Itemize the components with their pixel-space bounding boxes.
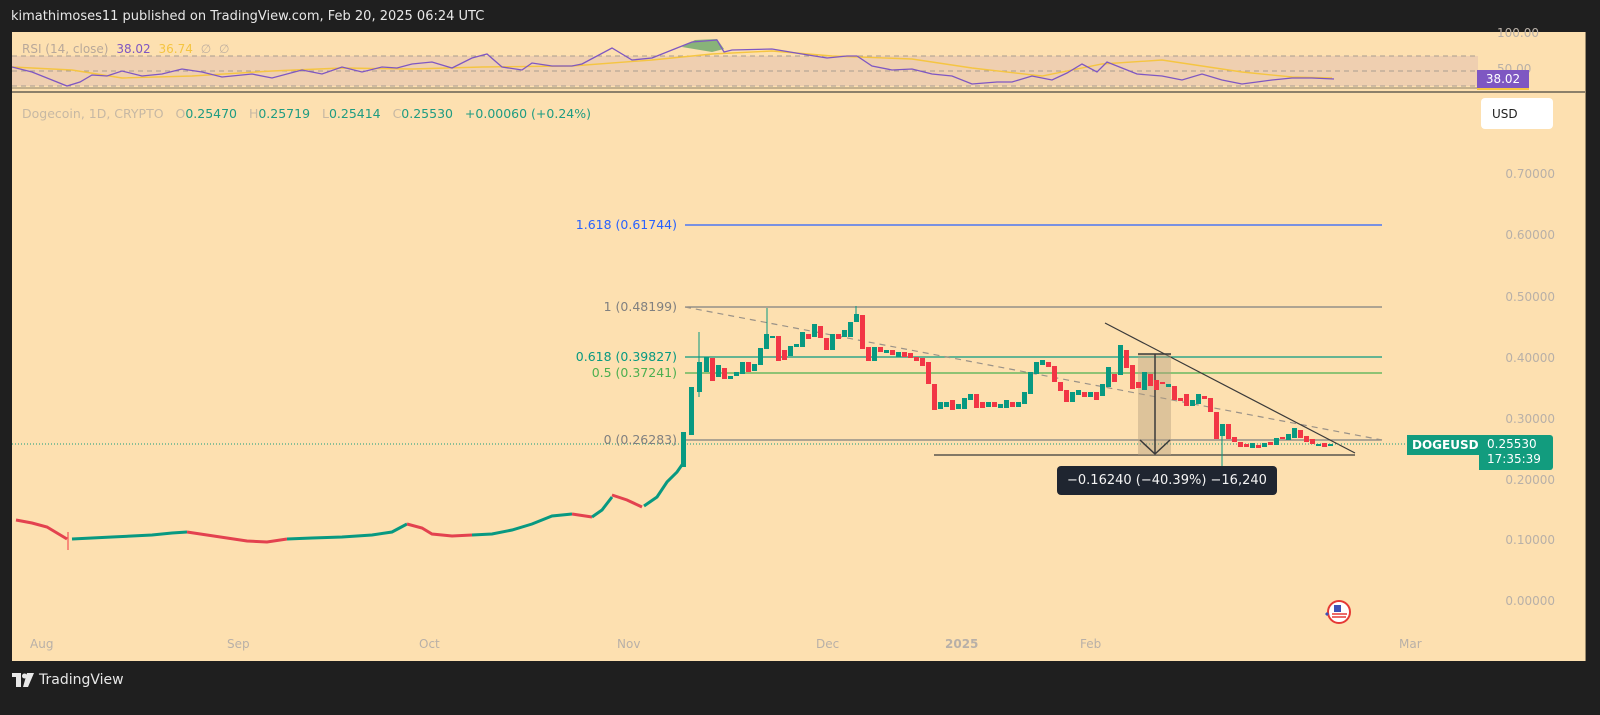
chart-frame[interactable]: RSI (14, close) 38.02 36.74 ∅ ∅ 100.00 5…: [12, 26, 1586, 661]
low-value: 0.25414: [328, 106, 381, 121]
y-tick: 0.00000: [1505, 594, 1555, 608]
y-tick: 0.30000: [1505, 412, 1555, 426]
flag-icon: [1325, 600, 1351, 624]
bar-countdown: 17:35:39: [1487, 452, 1541, 466]
x-tick: Sep: [227, 637, 250, 651]
fib-label-0618: 0.618 (0.39827): [575, 349, 677, 364]
x-tick: Aug: [30, 637, 54, 651]
last-price-box: 0.25530 17:35:39: [1479, 435, 1553, 470]
y-tick: 0.40000: [1505, 351, 1555, 365]
fib-label-05: 0.5 (0.37241): [591, 365, 677, 380]
fib-label-0: 0 (0.26283): [603, 432, 677, 447]
change-value: +0.00060 (+0.24%): [464, 106, 591, 121]
x-tick: 2025: [945, 637, 979, 651]
x-tick: Dec: [816, 637, 840, 651]
x-tick: Mar: [1399, 637, 1422, 651]
symbol-legend: Dogecoin, 1D, CRYPTO O0.25470 H0.25719 L…: [22, 106, 591, 121]
y-tick: 0.60000: [1505, 228, 1555, 242]
currency-button[interactable]: USD: [1481, 98, 1553, 129]
x-tick: Nov: [617, 637, 641, 651]
tradingview-logo[interactable]: TradingView: [12, 672, 124, 688]
rsi-axis-100: 100.00: [1497, 26, 1539, 40]
open-label: O: [175, 106, 186, 121]
low-label: L: [321, 106, 329, 121]
high-label: H: [248, 106, 259, 121]
tradingview-logo-text: TradingView: [39, 672, 124, 688]
fib-label-1: 1 (0.48199): [603, 299, 677, 314]
high-value: 0.25719: [258, 106, 311, 121]
y-tick: 0.20000: [1505, 473, 1555, 487]
rsi-extra-2: ∅: [218, 42, 230, 56]
x-tick: Feb: [1080, 637, 1102, 651]
tradingview-logo-icon: [12, 673, 34, 687]
close-label: C: [392, 106, 402, 121]
close-value: 0.25530: [401, 106, 453, 121]
rsi-value: 38.02: [116, 42, 151, 56]
candles-late: [697, 306, 1333, 477]
y-tick: 0.10000: [1505, 533, 1555, 547]
rsi-extra-1: ∅: [200, 42, 212, 56]
y-tick: 0.70000: [1505, 167, 1555, 181]
rsi-label: RSI (14, close): [22, 42, 109, 56]
rsi-value-badge: 38.02: [1477, 70, 1529, 90]
fib-label-1618: 1.618 (0.61744): [575, 217, 677, 232]
rsi-ma-value: 36.74: [158, 42, 193, 56]
measure-tooltip: −0.16240 (−40.39%) −16,240: [1057, 466, 1277, 495]
symbol-name: Dogecoin, 1D, CRYPTO: [22, 106, 164, 121]
open-value: 0.25470: [185, 106, 238, 121]
last-price: 0.25530: [1487, 437, 1537, 451]
pane-separator[interactable]: [12, 91, 1585, 93]
ticker-tag: DOGEUSD: [1407, 435, 1484, 455]
chart-canvas[interactable]: [12, 32, 1585, 661]
rsi-legend: RSI (14, close) 38.02 36.74 ∅ ∅: [22, 42, 229, 56]
x-tick: Oct: [419, 637, 440, 651]
candles-early: [15, 387, 694, 550]
publish-info: kimathimoses11 published on TradingView.…: [11, 9, 485, 24]
y-tick: 0.50000: [1505, 290, 1555, 304]
